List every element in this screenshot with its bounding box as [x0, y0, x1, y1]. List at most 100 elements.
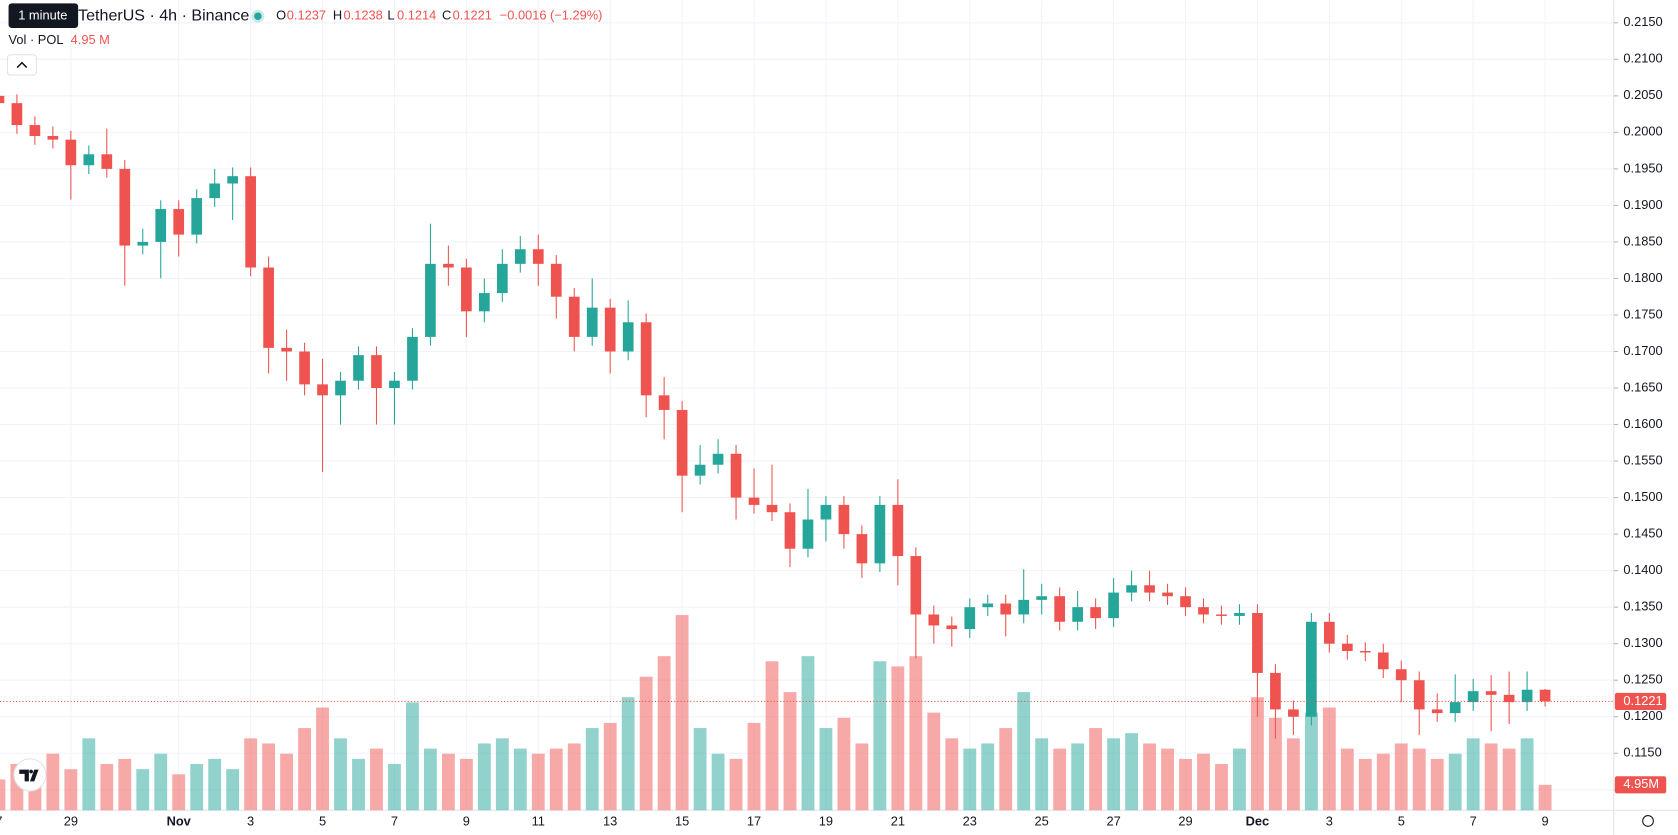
- volume-bar: [1053, 748, 1067, 811]
- volume-bar: [549, 748, 563, 811]
- volume-bar: [657, 656, 671, 811]
- logo: [19, 769, 39, 782]
- candle-body: [1270, 672, 1281, 710]
- x-tick-label: 27: [1106, 813, 1120, 828]
- volume-badge: [1614, 776, 1667, 794]
- volume-bar: [1197, 753, 1210, 811]
- volume-bar: [621, 697, 635, 811]
- ohlc-letter: O: [276, 8, 286, 23]
- volume-bar: [1538, 784, 1552, 811]
- candle-body: [1054, 596, 1066, 622]
- volume-bar: [118, 758, 132, 811]
- y-tick-label: 0.1300: [1623, 635, 1662, 650]
- candle-body: [1539, 689, 1551, 702]
- last-price-label: 0.1221: [1623, 693, 1662, 708]
- volume-bar: [0, 779, 6, 811]
- volume-bar: [298, 728, 311, 811]
- candle-body: [928, 614, 940, 626]
- ohlc-letter: C: [442, 8, 451, 23]
- candle-body: [1108, 592, 1119, 619]
- volume-bar: [441, 753, 455, 811]
- volume-bar: [981, 743, 995, 811]
- tooltip-box: [8, 3, 79, 28]
- volume-bar: [316, 707, 329, 811]
- volume-bar: [1071, 743, 1085, 811]
- candle-body: [1234, 613, 1245, 616]
- candle-body: [496, 263, 508, 294]
- volume-bar: [244, 738, 258, 811]
- y-tick-label: 0.2150: [1623, 14, 1662, 29]
- volume-bar: [1484, 743, 1498, 811]
- candle-body: [443, 263, 454, 268]
- candle-body: [550, 263, 562, 297]
- volume-bar: [1394, 743, 1408, 811]
- volume-bar: [1179, 758, 1192, 811]
- ohlc-value: 0.1237: [287, 8, 326, 23]
- candle-body: [263, 267, 274, 348]
- volume-bar: [567, 743, 581, 811]
- volume-bar: [1520, 738, 1534, 811]
- candle-body: [11, 103, 23, 126]
- volume-bar: [64, 769, 78, 811]
- candle-body: [604, 307, 616, 352]
- volume-bar: [1358, 758, 1372, 811]
- logo-badge[interactable]: [13, 758, 47, 792]
- y-tick-label: 0.1750: [1623, 306, 1662, 321]
- candle-body: [1180, 596, 1191, 608]
- volume-bar: [1376, 753, 1390, 811]
- volume-bar: [406, 702, 419, 811]
- volume-bar: [100, 764, 114, 811]
- volume-bar: [46, 753, 60, 811]
- volume-bar: [388, 764, 401, 811]
- volume-bar: [747, 722, 761, 811]
- x-tick-label: 21: [891, 813, 905, 828]
- x-tick-label: Dec: [1246, 813, 1270, 828]
- volume-value: 4.95 M: [71, 32, 110, 47]
- ohlc-value: 0.1214: [397, 8, 436, 23]
- candle-body: [1503, 694, 1515, 703]
- volume-bar: [927, 712, 941, 811]
- candle-body: [101, 154, 113, 169]
- volume-bar: [999, 728, 1013, 811]
- candle-body: [1018, 599, 1030, 615]
- collapse-button[interactable]: [6, 54, 37, 76]
- y-tick-label: 0.1400: [1623, 562, 1662, 577]
- candle-body: [586, 307, 598, 337]
- volume-bar: [1466, 738, 1480, 811]
- candle-body: [281, 347, 292, 352]
- candle-body: [1521, 689, 1533, 703]
- volume-bar: [801, 656, 815, 811]
- volume-bar: [1340, 748, 1354, 811]
- x-tick-label: 15: [675, 813, 689, 828]
- volume-bar: [334, 738, 347, 811]
- volume-bar: [1286, 738, 1300, 811]
- volume-bar: [945, 738, 959, 811]
- ohlc-letter: L: [387, 8, 394, 23]
- candle-body: [1252, 613, 1263, 673]
- volume-bar: [1268, 717, 1282, 811]
- volume-bar: [585, 728, 599, 811]
- ohlc-letter: H: [333, 8, 342, 23]
- volume-bar: [136, 769, 150, 811]
- volume-title: Vol · POL: [9, 32, 64, 47]
- y-tick-label: 0.2050: [1623, 87, 1662, 102]
- volume-bar: [729, 758, 743, 811]
- volume-bar: [1430, 758, 1444, 811]
- candle-body: [209, 183, 221, 199]
- candle-body: [532, 249, 544, 264]
- y-tick-label: 0.1600: [1623, 416, 1662, 431]
- x-tick-label: Nov: [167, 813, 192, 828]
- candle-body: [83, 154, 95, 166]
- candle-body: [299, 351, 310, 385]
- x-tick-label: 25: [1035, 813, 1049, 828]
- x-tick-label: 3: [1326, 813, 1333, 828]
- volume-bar: [1502, 748, 1516, 811]
- y-tick-label: 0.1200: [1623, 708, 1662, 723]
- symbol-title[interactable]: TetherUS · 4h · Binance: [78, 6, 249, 24]
- settings-icon[interactable]: [1642, 815, 1654, 827]
- x-tick-label: 7: [1470, 813, 1477, 828]
- candle-body: [1072, 607, 1083, 622]
- candle-body: [1162, 592, 1173, 597]
- volume-bar: [226, 769, 240, 811]
